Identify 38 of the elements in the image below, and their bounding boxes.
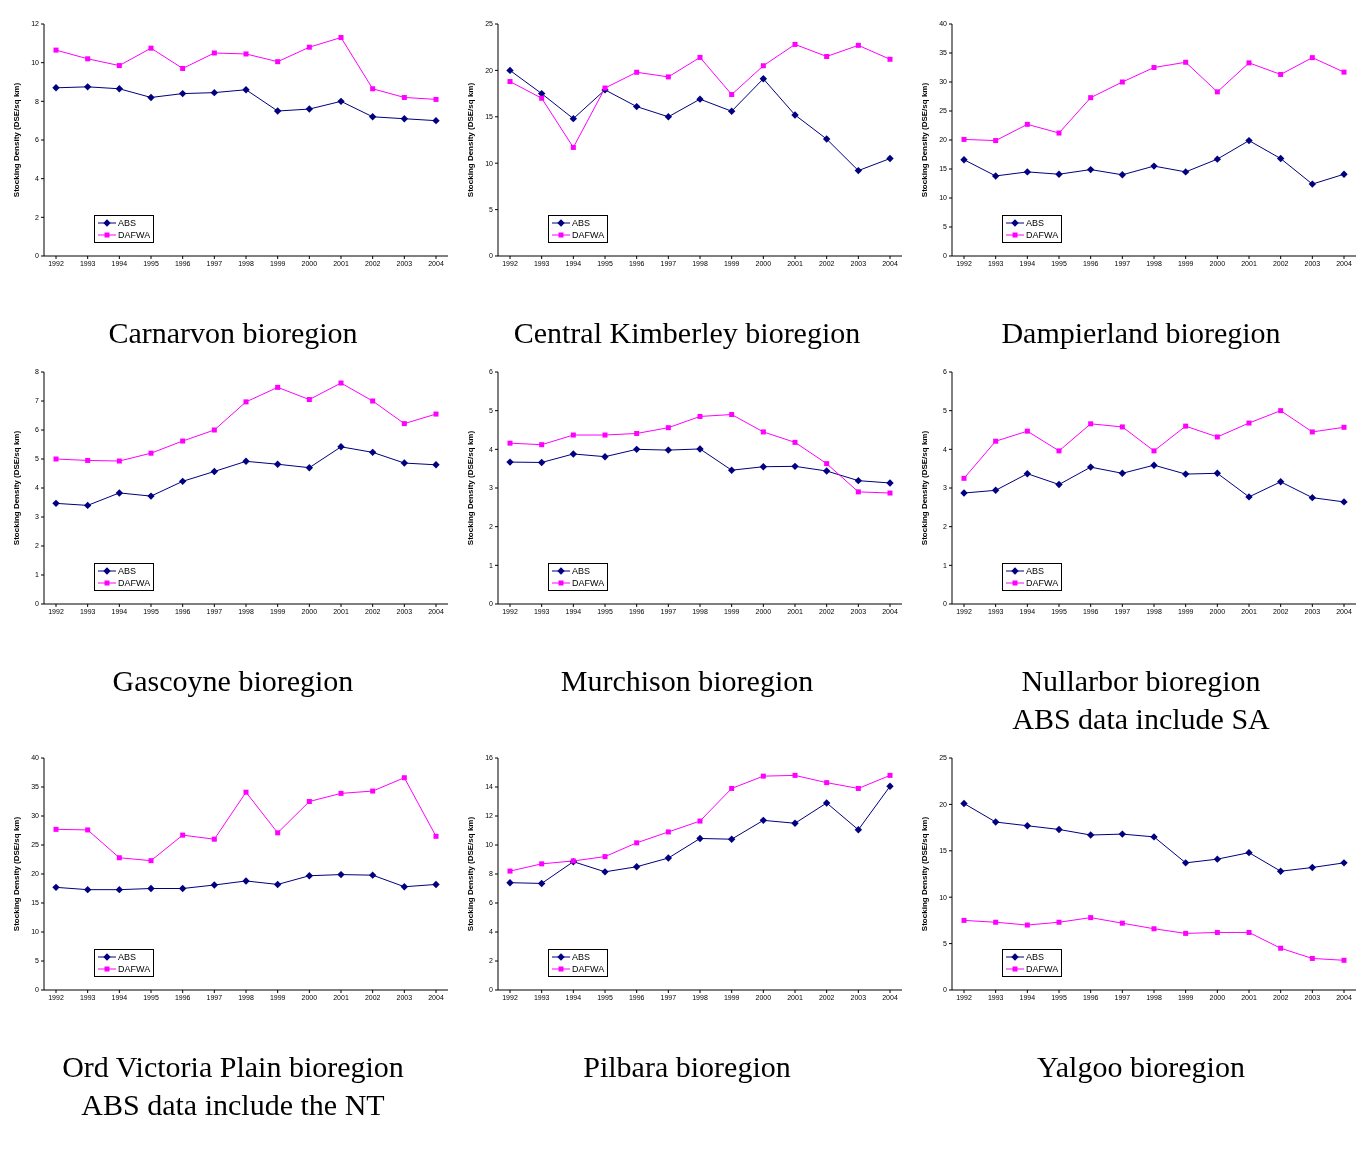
text: ABS data include SA <box>1011 701 1271 737</box>
legend-label: ABS <box>1026 217 1045 229</box>
text: Gascoyne bioregion <box>111 663 355 699</box>
y-axis-title: Stocking Density (DSE/sq km) <box>11 816 21 932</box>
legend-label: DAFWA <box>118 963 151 975</box>
legend-label: DAFWA <box>572 963 605 975</box>
legend-label: ABS <box>572 217 591 229</box>
y-axis-title: Stocking Density (DSE/sq km) <box>919 82 929 198</box>
y-axis-title: Stocking Density (DSE/sq km) <box>465 816 475 932</box>
y-axis-title: Stocking Density (DSE/sq km) <box>465 82 475 198</box>
y-axis-title: Stocking Density (DSE/sq km) <box>919 816 929 932</box>
text: Nullarbor bioregion <box>1020 663 1262 699</box>
legend-label: ABS <box>1026 565 1045 577</box>
y-axis-title: Stocking Density (DSE/sq km) <box>465 430 475 546</box>
legend-label: ABS <box>118 217 137 229</box>
text: Dampierland bioregion <box>1000 315 1282 351</box>
text: ABS data include the NT <box>80 1087 386 1123</box>
text: Ord Victoria Plain bioregion <box>61 1049 405 1085</box>
text: Murchison bioregion <box>559 663 815 699</box>
text: Pilbara bioregion <box>582 1049 792 1085</box>
legend-label: DAFWA <box>118 229 151 241</box>
legend-label: ABS <box>118 565 137 577</box>
legend-label: ABS <box>118 951 137 963</box>
legend-label: ABS <box>572 951 591 963</box>
text: Carnarvon bioregion <box>107 315 359 351</box>
y-axis-title: Stocking Density (DSE/sq km) <box>919 430 929 546</box>
y-axis-title: Stocking Density (DSE/sq km) <box>11 430 21 546</box>
legend-label: DAFWA <box>572 229 605 241</box>
y-axis-title: Stocking Density (DSE/sq km) <box>11 82 21 198</box>
legend-label: DAFWA <box>118 577 151 589</box>
legend-label: DAFWA <box>1026 229 1059 241</box>
text: Central Kimberley bioregion <box>512 315 862 351</box>
legend-label: DAFWA <box>1026 963 1059 975</box>
legend-label: DAFWA <box>572 577 605 589</box>
legend-label: ABS <box>1026 951 1045 963</box>
legend-label: ABS <box>572 565 591 577</box>
text: Yalgoo bioregion <box>1036 1049 1246 1085</box>
legend-label: DAFWA <box>1026 577 1059 589</box>
